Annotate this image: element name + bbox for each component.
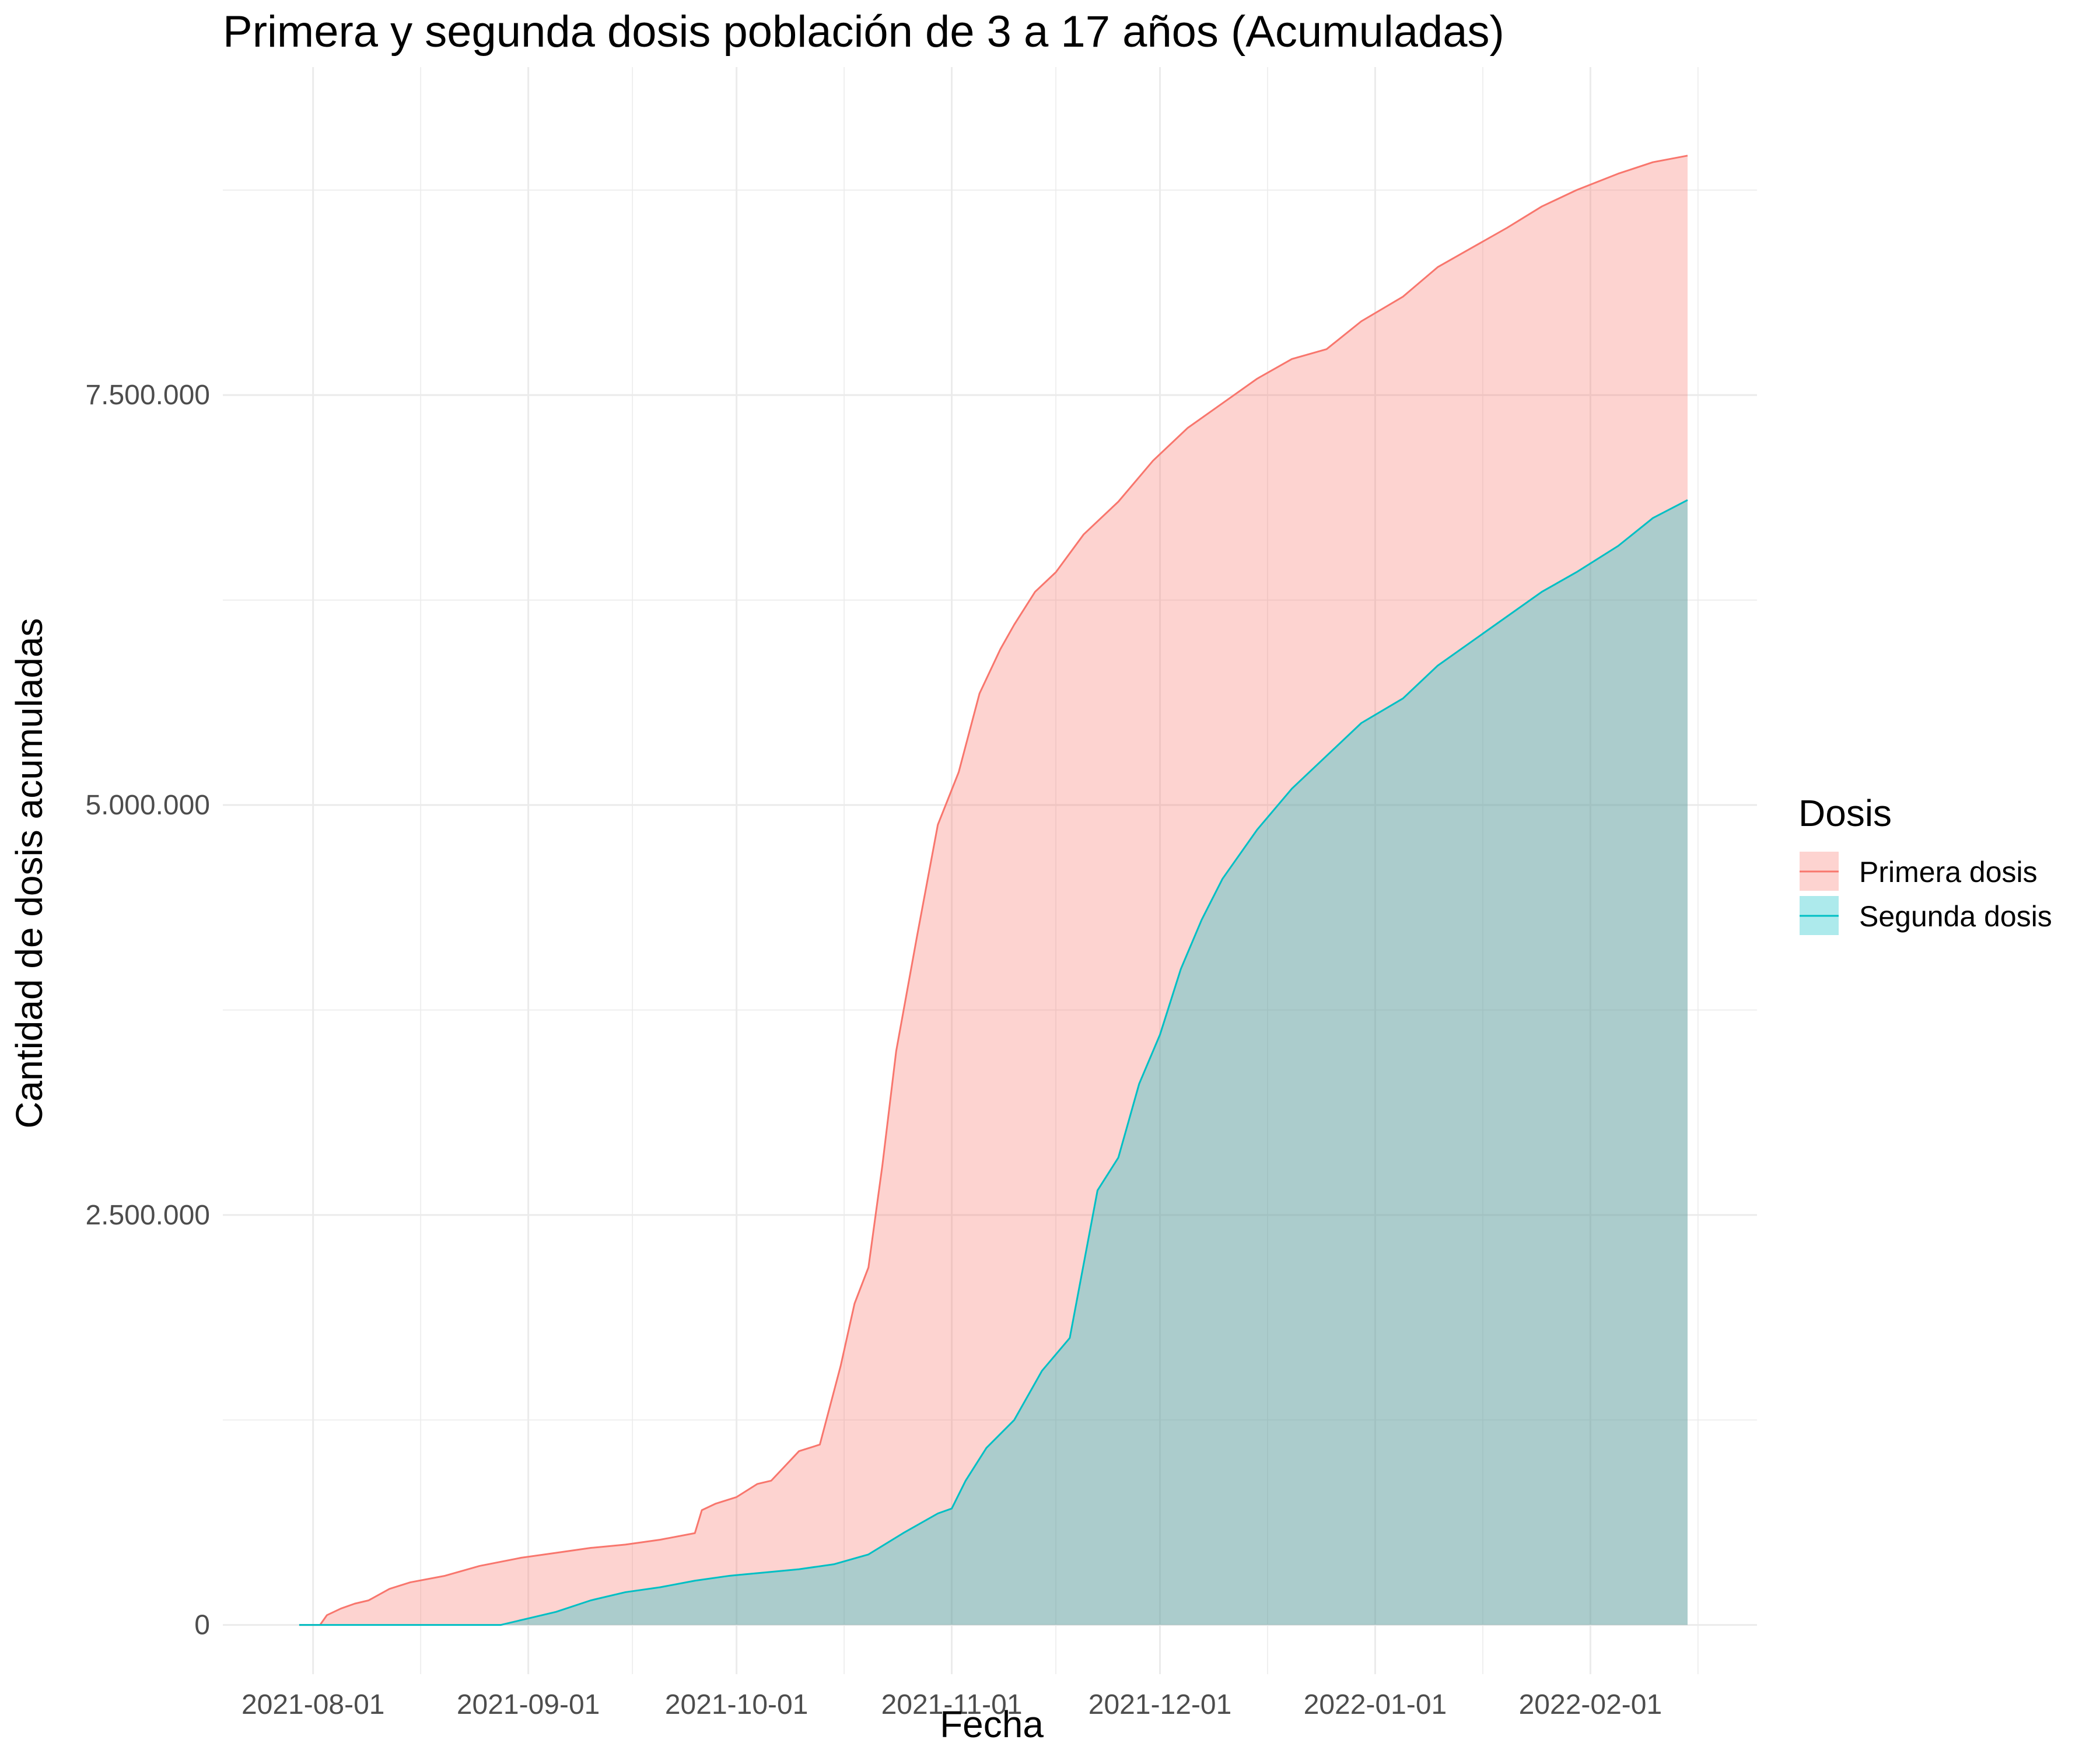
y-tick-label: 2.500.000 — [85, 1200, 210, 1231]
series-line-2 — [299, 499, 1688, 1626]
y-axis-title: Cantidad de dosis acumuladas — [8, 618, 50, 1128]
series-area-1 — [299, 155, 1688, 1625]
x-tick-label: 2021-10-01 — [665, 1689, 808, 1720]
y-tick-label: 5.000.000 — [85, 790, 210, 821]
legend-label-primera: Primera dosis — [1859, 856, 2038, 888]
gridlines — [223, 67, 1757, 1674]
chart-title: Primera y segunda dosis población de 3 a… — [223, 7, 1504, 57]
x-tick-label: 2021-08-01 — [242, 1689, 385, 1720]
x-tick-label: 2021-11-01 — [881, 1689, 1023, 1720]
series-layer — [299, 155, 1688, 1626]
y-tick-label: 0 — [194, 1610, 210, 1641]
series-area-2 — [299, 500, 1688, 1625]
legend-label-segunda: Segunda dosis — [1859, 900, 2052, 933]
series-line-1 — [299, 155, 1688, 1626]
x-tick-label: 2022-02-01 — [1519, 1689, 1662, 1720]
x-tick-label: 2022-01-01 — [1304, 1689, 1447, 1720]
axis-ticks: 0 2.500.000 5.000.000 7.500.000 2021-08-01 20… — [85, 380, 1662, 1720]
y-tick-label: 7.500.000 — [85, 380, 210, 411]
legend-title: Dosis — [1798, 792, 1892, 834]
x-tick-label: 2021-12-01 — [1088, 1689, 1232, 1720]
x-axis-title: Fecha — [940, 1703, 1044, 1745]
legend: Dosis Primera dosis Segunda dosis — [1798, 792, 2052, 935]
x-tick-label: 2021-09-01 — [457, 1689, 600, 1720]
